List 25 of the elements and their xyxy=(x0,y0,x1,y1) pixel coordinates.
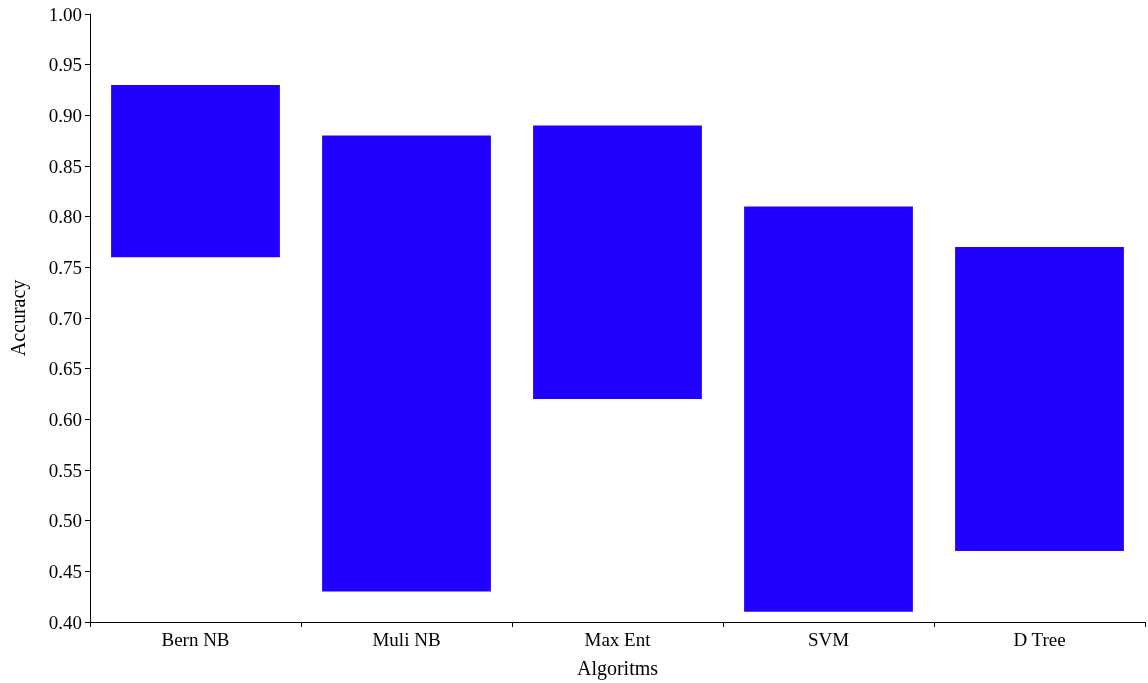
x-tick-label: D Tree xyxy=(1013,629,1066,650)
y-tick-label: 0.85 xyxy=(48,155,82,177)
x-tick-label: Bern NB xyxy=(161,629,230,650)
y-tick-label: 0.90 xyxy=(48,104,82,126)
y-tick-label: 0.55 xyxy=(48,459,82,481)
y-tick-label: 0.45 xyxy=(48,560,82,582)
y-tick-label: 0.95 xyxy=(48,54,82,76)
bar xyxy=(111,84,280,258)
bar xyxy=(744,206,913,612)
y-axis-title: Accuracy xyxy=(7,279,30,357)
y-tick-label: 0.60 xyxy=(48,408,82,430)
x-tick-label: SVM xyxy=(807,629,850,650)
bar xyxy=(955,247,1124,552)
x-tick-label: Muli NB xyxy=(372,629,441,650)
bar xyxy=(322,135,491,592)
x-axis-title: Algoritms xyxy=(576,657,659,680)
x-tick-label: Max Ent xyxy=(584,629,652,650)
y-tick-label: 0.70 xyxy=(48,307,82,329)
y-tick-label: 0.65 xyxy=(48,358,82,380)
y-tick-label: 0.80 xyxy=(48,206,82,228)
y-tick-label: 0.40 xyxy=(48,611,82,633)
bar xyxy=(533,125,702,400)
y-tick-label: 0.75 xyxy=(48,256,82,278)
y-tick-label: 1.00 xyxy=(48,3,82,25)
y-tick-label: 0.50 xyxy=(48,510,82,532)
